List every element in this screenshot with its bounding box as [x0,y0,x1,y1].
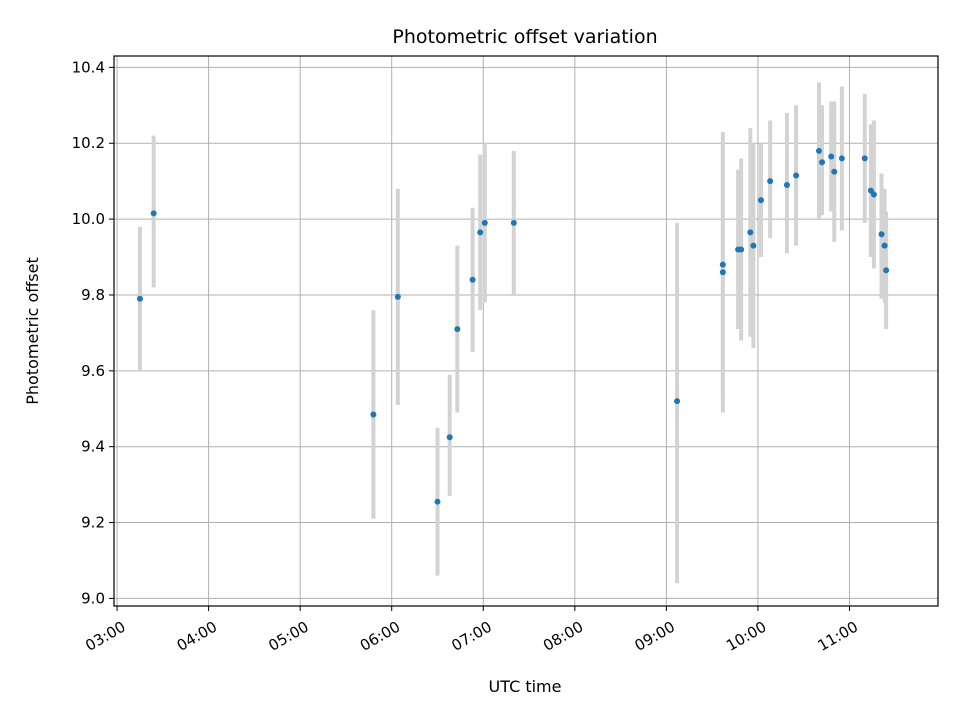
data-point [477,229,484,236]
y-tick-label: 9.6 [81,362,105,380]
data-point [481,219,488,226]
plot-frame [113,55,939,607]
chart-title: Photometric offset variation [392,26,657,48]
data-point [150,210,157,217]
data-point [719,261,726,268]
data-point [757,197,764,204]
data-point [828,153,835,160]
data-point [434,498,441,505]
y-tick-label: 10.2 [72,134,105,152]
data-points [136,147,890,505]
data-point [815,147,822,154]
data-point [793,172,800,179]
y-tick-label: 9.2 [81,514,105,532]
y-tick-label: 10.4 [72,58,105,76]
data-point [767,178,774,185]
data-point [370,411,377,418]
data-point [747,229,754,236]
data-point [870,191,877,198]
y-tick-label: 10.0 [72,210,105,228]
data-point [136,295,143,302]
x-axis-label: UTC time [489,677,562,696]
data-point [831,168,838,175]
data-point [454,326,461,333]
data-point [878,231,885,238]
y-tick-label: 9.8 [81,286,105,304]
data-point [838,155,845,162]
data-point [738,246,745,253]
data-point [783,181,790,188]
data-point [819,159,826,166]
y-axis-label: Photometric offset [23,257,42,405]
data-point [394,293,401,300]
data-point [469,276,476,283]
grid [114,56,938,606]
data-point [446,434,453,441]
y-tick-label: 9.4 [81,438,105,456]
data-point [861,155,868,162]
y-tick-label: 9.0 [81,589,105,607]
data-point [674,398,681,405]
data-point [883,267,890,274]
data-point [881,242,888,249]
y-axis-ticks: 9.0 9.2 9.4 9.6 9.8 10.0 10.2 10.4 [72,58,114,607]
data-point [510,219,517,226]
data-point [750,242,757,249]
data-point [719,269,726,276]
